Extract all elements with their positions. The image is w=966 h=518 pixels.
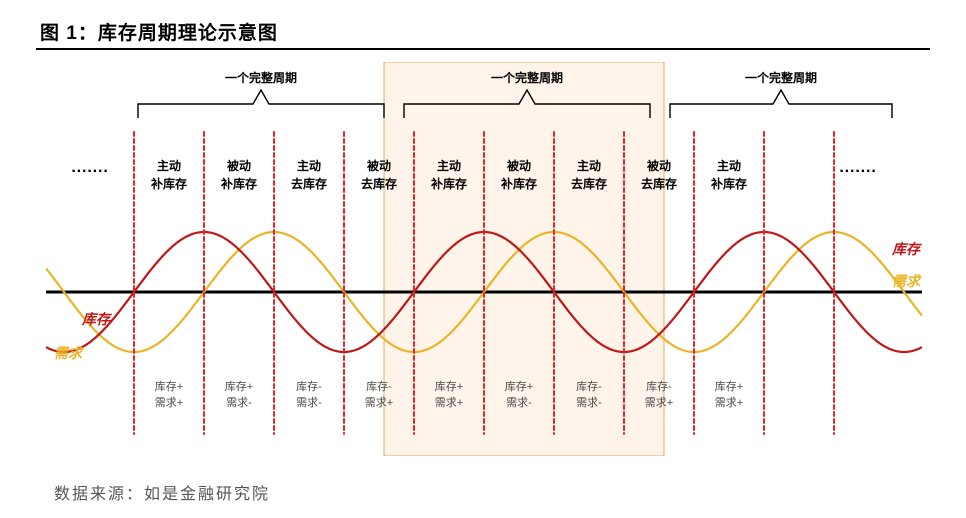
- cycle-brace: [670, 90, 892, 118]
- phase-desc: 库存+: [715, 379, 743, 393]
- title-rule: [36, 48, 930, 50]
- phase-desc: 库存+: [225, 379, 253, 393]
- phase-label: 被动: [507, 158, 531, 173]
- phase-label: 主动: [717, 158, 741, 173]
- phase-desc: 需求+: [435, 396, 463, 409]
- phase-label: 补库存: [150, 176, 187, 191]
- phase-label: 去库存: [571, 176, 607, 191]
- cycle-brace-label: 一个完整周期: [745, 70, 817, 85]
- phase-label: 补库存: [500, 176, 537, 191]
- phase-desc: 需求+: [365, 396, 393, 409]
- cycle-brace: [138, 90, 384, 118]
- phase-label: 被动: [647, 158, 671, 173]
- phase-label: 补库存: [220, 176, 257, 191]
- phase-desc: 库存+: [155, 379, 183, 393]
- phase-desc: 库存-: [296, 379, 322, 393]
- phase-label: 去库存: [641, 176, 677, 191]
- phase-desc: 库存+: [505, 379, 533, 393]
- phase-label: 主动: [297, 158, 321, 173]
- phase-label: 去库存: [291, 176, 327, 191]
- phase-desc: 库存+: [435, 379, 463, 393]
- cycle-brace-label: 一个完整周期: [225, 70, 297, 85]
- phase-desc: 需求-: [576, 396, 602, 409]
- demand-label-right: 需求: [892, 273, 922, 289]
- phase-desc: 库存-: [646, 379, 672, 393]
- figure-title: 图 1：库存周期理论示意图: [40, 18, 278, 45]
- cycle-brace-label: 一个完整周期: [491, 70, 563, 85]
- diagram-canvas: 一个完整周期 一个完整周期 一个完整周期主动补库存 被动补库存 主动去库存 被动去库存 主动…: [46, 62, 922, 456]
- inventory-cycle-diagram: 一个完整周期 一个完整周期 一个完整周期主动补库存 被动补库存 主动去库存 被动去库存 主动…: [46, 62, 922, 456]
- phase-desc: 需求-: [506, 396, 532, 409]
- ellipsis-right: ·······: [839, 163, 876, 180]
- phase-desc: 需求+: [715, 396, 743, 409]
- ellipsis-left: ·······: [71, 163, 108, 180]
- phase-label: 主动: [157, 158, 181, 173]
- phase-desc: 需求+: [645, 396, 673, 409]
- demand-label-left: 需求: [54, 345, 84, 361]
- phase-label: 主动: [437, 158, 461, 173]
- phase-desc: 需求-: [296, 396, 322, 409]
- phase-desc: 库存-: [576, 379, 602, 393]
- phase-desc: 需求+: [155, 396, 183, 409]
- inventory-label-left: 库存: [81, 311, 112, 327]
- phase-desc: 库存-: [366, 379, 392, 393]
- phase-label: 补库存: [430, 176, 467, 191]
- phase-desc: 需求-: [226, 396, 252, 409]
- data-source: 数据来源：如是金融研究院: [54, 480, 270, 504]
- phase-label: 被动: [227, 158, 251, 173]
- inventory-label-right: 库存: [891, 241, 922, 257]
- phase-label: 主动: [577, 158, 601, 173]
- phase-label: 补库存: [710, 176, 747, 191]
- phase-label: 被动: [367, 158, 391, 173]
- phase-label: 去库存: [361, 176, 397, 191]
